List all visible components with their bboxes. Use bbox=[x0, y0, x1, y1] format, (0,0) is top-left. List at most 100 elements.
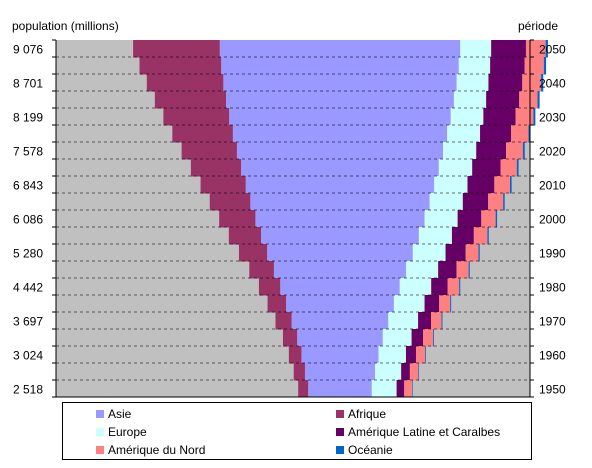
bar-europe-2005 bbox=[429, 193, 463, 211]
bar-am-rique-latine-et-cara-bes-1970 bbox=[418, 312, 432, 330]
bar-asie-1950 bbox=[308, 380, 372, 398]
bar-afrique-1995 bbox=[228, 227, 262, 245]
bar-am-rique-du-nord-2005 bbox=[488, 193, 504, 211]
bar-oc-anie-1960 bbox=[425, 346, 426, 364]
left-tick-label: 8 701 bbox=[13, 77, 43, 91]
bar-am-rique-latine-et-cara-bes-1955 bbox=[401, 363, 410, 381]
bar-asie-2020 bbox=[236, 142, 444, 160]
bar-oc-anie-1990 bbox=[478, 244, 480, 262]
bar-asie-2045 bbox=[221, 57, 459, 75]
bar-oc-anie-1975 bbox=[450, 295, 452, 313]
bar-asie-1980 bbox=[280, 278, 400, 296]
legend-item-europe: Europe bbox=[96, 425, 147, 439]
bar-am-rique-du-nord-1980 bbox=[447, 278, 460, 296]
bar-afrique-2025 bbox=[172, 125, 233, 143]
bar-am-rique-du-nord-1985 bbox=[456, 261, 469, 279]
legend-label-afrique: Afrique bbox=[348, 407, 387, 421]
bar-europe-1990 bbox=[412, 244, 446, 262]
bar-am-rique-latine-et-cara-bes-2045 bbox=[490, 57, 525, 75]
bar-oc-anie-2035 bbox=[537, 91, 540, 109]
right-tick-label: 1970 bbox=[539, 315, 566, 329]
bar-oc-anie-1955 bbox=[418, 363, 420, 381]
bar-am-rique-du-nord-1965 bbox=[423, 329, 434, 347]
bar-afrique-1985 bbox=[249, 261, 274, 279]
left-tick-label: 4 442 bbox=[13, 281, 43, 295]
bar-oc-anie-1965 bbox=[433, 329, 434, 347]
bar-europe-2000 bbox=[424, 210, 458, 228]
left-tick-label: 7 578 bbox=[13, 145, 43, 159]
bar-afrique-1990 bbox=[238, 244, 268, 262]
bar-am-rique-latine-et-cara-bes-1960 bbox=[405, 346, 416, 364]
bar-europe-2020 bbox=[443, 142, 477, 160]
bar-am-rique-latine-et-cara-bes-2050 bbox=[491, 40, 526, 58]
bar-oc-anie-1995 bbox=[487, 227, 489, 245]
bar-asie-2000 bbox=[255, 210, 425, 228]
bar-oc-anie-2025 bbox=[528, 125, 531, 143]
bar-am-rique-latine-et-cara-bes-2005 bbox=[462, 193, 489, 211]
bar-am-rique-latine-et-cara-bes-2000 bbox=[457, 210, 482, 228]
right-tick-label: 2020 bbox=[539, 145, 566, 159]
bar-afrique-2015 bbox=[190, 159, 242, 177]
bar-am-rique-du-nord-2030 bbox=[515, 108, 534, 126]
right-tick-label: 2000 bbox=[539, 213, 566, 227]
legend-label-europe: Europe bbox=[108, 425, 147, 439]
bar-europe-1965 bbox=[382, 329, 412, 347]
bar-oc-anie-2045 bbox=[543, 57, 547, 75]
bar-asie-2005 bbox=[250, 193, 430, 211]
left-tick-label: 9 076 bbox=[13, 43, 43, 57]
bar-afrique-2040 bbox=[146, 74, 224, 92]
bar-afrique-1965 bbox=[282, 329, 298, 347]
bar-asie-2035 bbox=[226, 91, 454, 109]
legend-label-amerique-nord: Amérique du Nord bbox=[108, 443, 206, 457]
right-tick-label: 2050 bbox=[539, 43, 566, 57]
bar-asie-2030 bbox=[229, 108, 451, 126]
bar-asie-2015 bbox=[241, 159, 439, 177]
bar-am-rique-du-nord-2035 bbox=[519, 91, 538, 109]
left-tick-label: 6 086 bbox=[13, 213, 43, 227]
legend-item-afrique: Afrique bbox=[336, 407, 386, 421]
legend: Asie Afrique Europe Amérique Latine et C… bbox=[62, 402, 532, 460]
bar-europe-1970 bbox=[388, 312, 419, 330]
bar-afrique-2020 bbox=[181, 142, 237, 160]
left-axis-title: population (millions) bbox=[12, 19, 119, 33]
bar-am-rique-du-nord-1960 bbox=[415, 346, 426, 364]
bar-europe-1975 bbox=[393, 295, 425, 313]
bar-oc-anie-2000 bbox=[495, 210, 498, 228]
bar-europe-2015 bbox=[438, 159, 473, 177]
bar-europe-2030 bbox=[450, 108, 484, 126]
bar-europe-1980 bbox=[399, 278, 432, 296]
bar-asie-1975 bbox=[286, 295, 394, 313]
legend-label-asie: Asie bbox=[108, 407, 132, 421]
legend-swatch-afrique bbox=[336, 410, 344, 418]
right-tick-label: 1980 bbox=[539, 281, 566, 295]
right-tick-label: 1950 bbox=[539, 383, 566, 397]
legend-item-asie: Asie bbox=[96, 407, 131, 421]
bar-europe-2040 bbox=[456, 74, 489, 92]
bar-am-rique-latine-et-cara-bes-1980 bbox=[431, 278, 448, 296]
bar-oc-anie-2040 bbox=[541, 74, 544, 92]
bar-asie-2010 bbox=[245, 176, 435, 194]
bar-am-rique-du-nord-2025 bbox=[511, 125, 529, 143]
bar-oc-anie-2030 bbox=[533, 108, 536, 126]
bar-afrique-1970 bbox=[275, 312, 292, 330]
left-tick-label: 2 518 bbox=[13, 383, 43, 397]
left-tick-label: 5 280 bbox=[13, 247, 43, 261]
bar-asie-1970 bbox=[291, 312, 389, 330]
bar-am-rique-du-nord-2045 bbox=[524, 57, 544, 75]
bar-am-rique-du-nord-1955 bbox=[409, 363, 419, 381]
bar-am-rique-du-nord-2020 bbox=[506, 142, 523, 160]
bar-asie-1990 bbox=[267, 244, 413, 262]
bar-afrique-2030 bbox=[163, 108, 230, 126]
left-tick-label: 3 697 bbox=[13, 315, 43, 329]
bar-europe-2050 bbox=[460, 40, 492, 58]
bar-am-rique-latine-et-cara-bes-2015 bbox=[472, 159, 501, 177]
bar-asie-1960 bbox=[301, 346, 379, 364]
bar-afrique-1950 bbox=[298, 380, 309, 398]
legend-swatch-amerique-latine bbox=[336, 428, 344, 436]
legend-label-amerique-latine: Amérique Latine et Caralbes bbox=[348, 425, 501, 439]
bar-europe-1950 bbox=[371, 380, 397, 398]
right-tick-label: 2030 bbox=[539, 111, 566, 125]
legend-item-oceanie: Océanie bbox=[336, 443, 393, 457]
right-tick-label: 1990 bbox=[539, 247, 566, 261]
legend-item-amerique-nord: Amérique du Nord bbox=[96, 443, 205, 457]
